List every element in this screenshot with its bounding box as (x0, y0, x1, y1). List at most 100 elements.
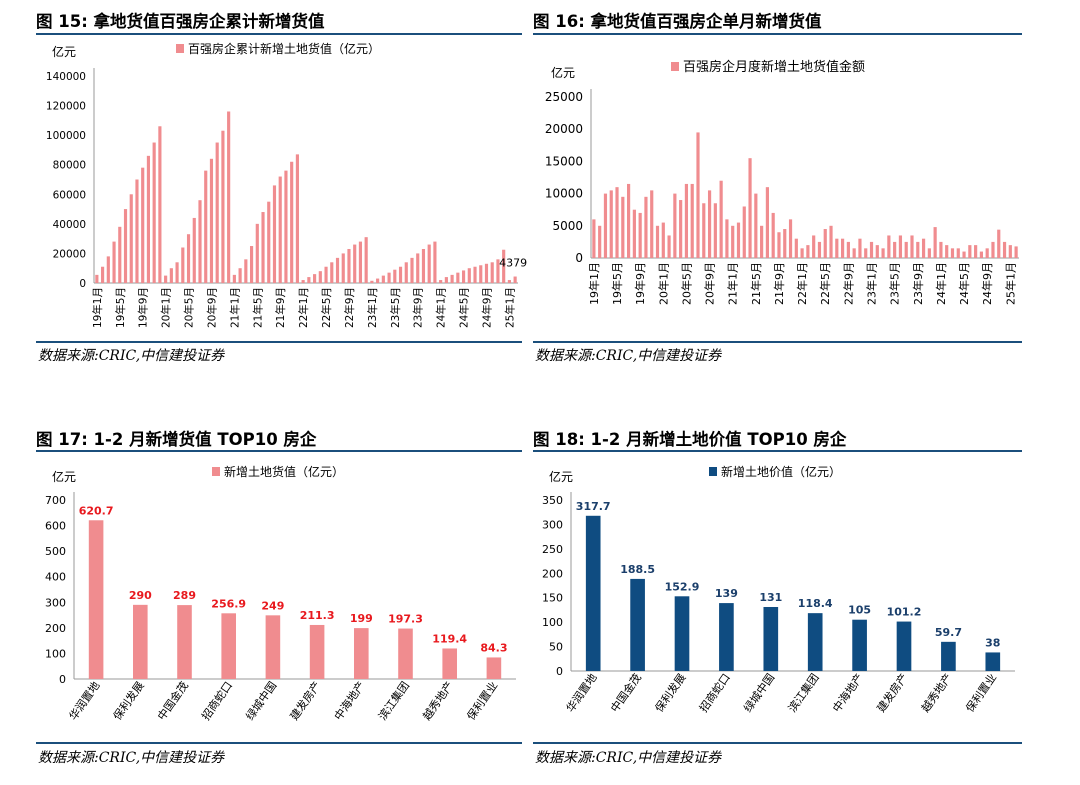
figure-17-title: 图 17: 1-2 月新增货值 TOP10 房企 (36, 430, 317, 449)
figure-15-panel: 图 15: 拿地货值百强房企累计新增货值 亿元 百强房企累计新增土地货值（亿元） 0… (36, 0, 527, 370)
bar (585, 515, 601, 671)
x-tick-label: 24年1月 (435, 287, 448, 328)
bar (684, 183, 689, 258)
y-tick-label: 10000 (545, 187, 583, 201)
bar (324, 266, 328, 283)
data-label: 139 (715, 587, 738, 600)
bar (152, 142, 156, 283)
bar (456, 272, 460, 283)
x-tick-label: 21年5月 (749, 262, 763, 305)
data-label: 290 (129, 589, 152, 602)
y-tick-label: 0 (59, 673, 66, 686)
y-tick-label: 400 (45, 571, 66, 584)
bar (719, 603, 734, 671)
y-tick-label: 20000 (53, 248, 86, 260)
y-tick-label: 15000 (545, 154, 583, 168)
figure-15-title: 图 15: 拿地货值百强房企累计新增货值 (36, 12, 325, 31)
bar (806, 245, 810, 258)
y-tick-label: 120000 (46, 101, 86, 113)
bar (887, 235, 891, 258)
bar (444, 277, 448, 283)
bar (742, 206, 746, 258)
bar (650, 190, 654, 258)
x-tick-label: 建发房产 (874, 671, 911, 715)
x-tick-label: 保利发展 (110, 679, 147, 723)
x-tick-label: 23年9月 (412, 287, 425, 328)
y-tick-label: 300 (542, 518, 563, 531)
bar (238, 268, 242, 283)
bar (921, 238, 926, 258)
x-tick-label: 越秀地产 (419, 679, 456, 723)
x-tick-label: 20年9月 (205, 287, 218, 328)
bar (295, 154, 299, 283)
legend-label: 百强房企月度新增土地货值金额 (683, 59, 865, 75)
y-unit-label: 亿元 (52, 44, 76, 59)
data-label: 317.7 (576, 500, 611, 513)
bar (507, 280, 511, 283)
bar (875, 245, 879, 258)
data-label: 131 (759, 591, 782, 604)
bar (881, 248, 885, 258)
bar (956, 248, 960, 258)
bar (347, 248, 351, 283)
bar (823, 229, 827, 258)
bar (598, 225, 602, 258)
bar (146, 155, 151, 283)
bar (221, 130, 225, 283)
x-tick-label: 21年9月 (274, 287, 287, 328)
bar (985, 248, 989, 258)
bar (204, 170, 208, 283)
y-tick-label: 0 (79, 278, 86, 290)
bar (88, 520, 104, 679)
bar (232, 274, 236, 283)
bar (169, 268, 173, 283)
bar (244, 259, 248, 283)
bar (1002, 241, 1007, 258)
bar (603, 193, 608, 258)
bar (760, 225, 764, 258)
bar (181, 247, 185, 283)
bar (227, 111, 231, 283)
bar (381, 275, 385, 283)
bar (690, 183, 694, 258)
bar (991, 241, 995, 258)
data-label: 118.4 (798, 597, 833, 610)
bar (719, 180, 723, 258)
x-tick-label: 19年9月 (137, 287, 150, 328)
y-tick-label: 150 (542, 592, 563, 605)
y-tick-label: 140000 (46, 71, 86, 83)
x-tick-label: 25年1月 (503, 287, 516, 328)
bar (278, 176, 282, 283)
legend-swatch (212, 467, 220, 476)
y-tick-label: 200 (45, 622, 66, 635)
data-label: 152.9 (665, 580, 700, 593)
y-tick-label: 60000 (53, 189, 86, 201)
x-tick-label: 25年1月 (1003, 262, 1017, 305)
figure-15-bottom-rule (36, 341, 522, 343)
figure-16-top-rule (533, 33, 1022, 35)
x-tick-label: 24年5月 (458, 287, 471, 328)
x-tick-label: 绿城中国 (243, 679, 280, 723)
x-tick-label: 22年9月 (841, 262, 855, 305)
bar (748, 158, 752, 258)
bar (101, 266, 105, 283)
bar (221, 613, 236, 679)
x-tick-label: 21年1月 (228, 287, 241, 328)
bar (997, 229, 1001, 258)
bar (370, 280, 374, 283)
bar (713, 203, 717, 258)
y-tick-label: 100 (542, 616, 563, 629)
x-tick-label: 23年9月 (911, 262, 925, 305)
x-tick-label: 22年1月 (795, 262, 809, 305)
bar (364, 237, 368, 283)
bar (265, 615, 281, 679)
data-label: 105 (848, 604, 871, 617)
figure-18-bottom-rule (533, 742, 1022, 744)
x-tick-label: 招商蛇口 (198, 679, 235, 723)
bar (979, 251, 983, 258)
bar (627, 183, 631, 258)
data-label: 101.2 (887, 606, 922, 619)
bar (869, 241, 874, 258)
x-tick-label: 23年1月 (366, 287, 379, 328)
bar (410, 257, 414, 283)
